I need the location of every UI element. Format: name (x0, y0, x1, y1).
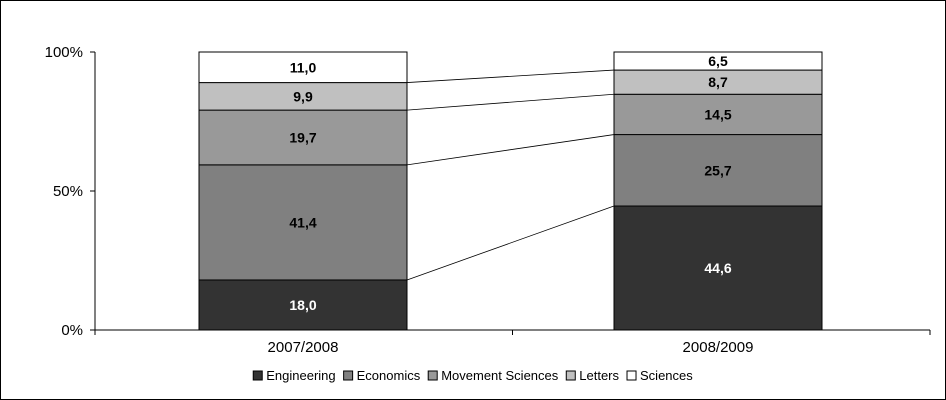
series-connector-line (406, 69, 615, 83)
series-connector-line (406, 134, 615, 166)
data-label: 11,0 (290, 59, 317, 75)
legend-label: Engineering (266, 368, 335, 383)
legend-label: Letters (579, 368, 619, 383)
data-label: 19,7 (289, 129, 316, 145)
data-label: 9,9 (293, 88, 313, 104)
legend-swatch (343, 370, 354, 381)
bar-segment (198, 164, 408, 281)
legend-swatch (427, 370, 438, 381)
series-connector-line (406, 205, 615, 281)
x-category-label: 2008/2009 (683, 339, 754, 356)
bar-segment (198, 51, 408, 84)
y-tick-label: 50% (53, 183, 83, 200)
y-tick-label: 100% (45, 44, 83, 61)
bar-segment (198, 82, 408, 111)
data-label: 18,0 (289, 297, 316, 313)
legend-swatch (565, 370, 576, 381)
bar-segment (613, 134, 823, 207)
data-label: 8,7 (708, 74, 728, 90)
data-label: 41,4 (289, 214, 316, 230)
bar-segment (613, 51, 823, 71)
data-label: 25,7 (704, 162, 731, 178)
legend-swatch (626, 370, 637, 381)
data-label: 14,5 (704, 106, 731, 122)
bar-segment (198, 279, 408, 331)
y-tick-label: 0% (61, 322, 83, 339)
legend-swatch (252, 370, 263, 381)
legend-label: Sciences (640, 368, 693, 383)
bar-segment (613, 69, 823, 95)
bar-segment (613, 93, 823, 136)
legend-label: Economics (357, 368, 421, 383)
x-category-label: 2007/2008 (268, 339, 339, 356)
bar-segment (198, 109, 408, 166)
data-label: 44,6 (704, 260, 731, 276)
legend-label: Movement Sciences (441, 368, 559, 383)
data-label: 6,5 (708, 53, 728, 69)
series-connector-line (406, 93, 615, 111)
